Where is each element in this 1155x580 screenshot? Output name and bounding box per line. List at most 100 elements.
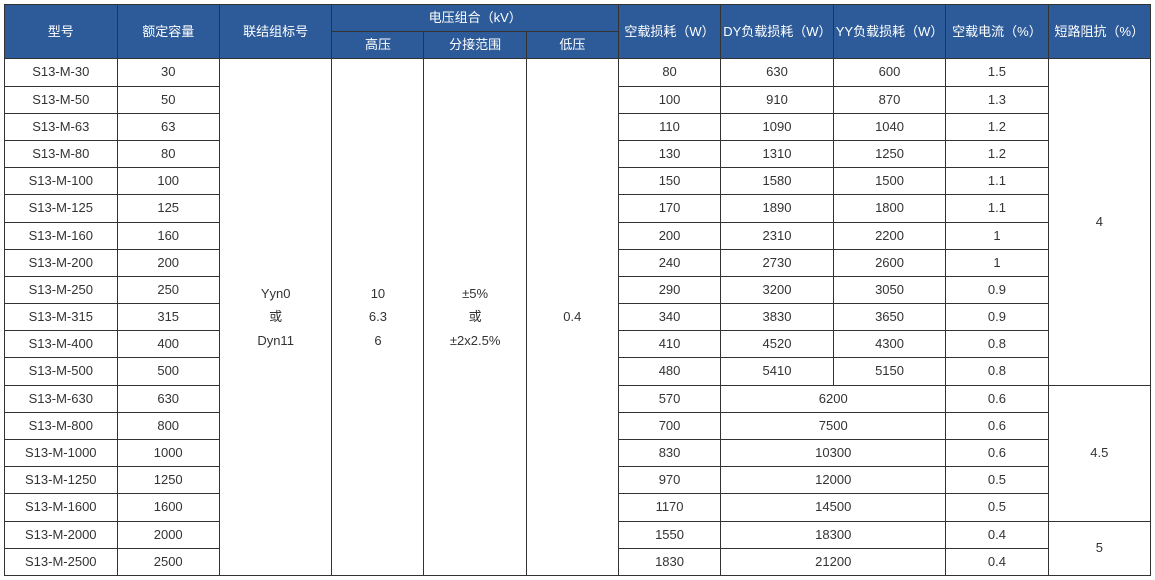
cell-no-load-loss: 1170	[618, 494, 720, 521]
cell-impedance: 4.5	[1048, 385, 1150, 521]
cell-model: S13-M-63	[5, 113, 118, 140]
cell-capacity: 200	[117, 249, 219, 276]
cell-no-load-current: 0.6	[946, 412, 1048, 439]
cell-no-load-current: 1	[946, 249, 1048, 276]
cell-model: S13-M-1000	[5, 440, 118, 467]
th-dy-load-loss: DY负载损耗（W）	[721, 5, 834, 59]
cell-no-load-loss: 80	[618, 59, 720, 86]
cell-no-load-loss: 240	[618, 249, 720, 276]
cell-model: S13-M-250	[5, 276, 118, 303]
cell-no-load-current: 0.9	[946, 276, 1048, 303]
cell-model: S13-M-160	[5, 222, 118, 249]
cell-model: S13-M-1250	[5, 467, 118, 494]
cell-yy-load-loss: 3650	[833, 304, 946, 331]
cell-capacity: 50	[117, 86, 219, 113]
cell-no-load-loss: 150	[618, 168, 720, 195]
cell-no-load-current: 0.4	[946, 548, 1048, 575]
cell-capacity: 1000	[117, 440, 219, 467]
cell-yy-load-loss: 3050	[833, 276, 946, 303]
cell-load-loss: 6200	[721, 385, 946, 412]
cell-yy-load-loss: 4300	[833, 331, 946, 358]
cell-no-load-current: 0.8	[946, 331, 1048, 358]
cell-capacity: 800	[117, 412, 219, 439]
cell-no-load-loss: 130	[618, 140, 720, 167]
th-connection: 联结组标号	[219, 5, 332, 59]
cell-capacity: 30	[117, 59, 219, 86]
cell-no-load-current: 0.4	[946, 521, 1048, 548]
cell-no-load-loss: 830	[618, 440, 720, 467]
cell-load-loss: 18300	[721, 521, 946, 548]
cell-model: S13-M-50	[5, 86, 118, 113]
cell-no-load-loss: 700	[618, 412, 720, 439]
cell-load-loss: 7500	[721, 412, 946, 439]
cell-lv: 0.4	[526, 59, 618, 576]
cell-model: S13-M-400	[5, 331, 118, 358]
cell-capacity: 2500	[117, 548, 219, 575]
cell-no-load-current: 1.5	[946, 59, 1048, 86]
cell-dy-load-loss: 2730	[721, 249, 834, 276]
cell-yy-load-loss: 1250	[833, 140, 946, 167]
cell-dy-load-loss: 1090	[721, 113, 834, 140]
cell-no-load-loss: 100	[618, 86, 720, 113]
th-lv: 低压	[526, 32, 618, 59]
cell-yy-load-loss: 1800	[833, 195, 946, 222]
cell-capacity: 160	[117, 222, 219, 249]
cell-no-load-current: 0.6	[946, 440, 1048, 467]
cell-dy-load-loss: 1890	[721, 195, 834, 222]
cell-capacity: 500	[117, 358, 219, 385]
cell-no-load-current: 1.2	[946, 140, 1048, 167]
cell-capacity: 400	[117, 331, 219, 358]
cell-yy-load-loss: 1500	[833, 168, 946, 195]
cell-model: S13-M-100	[5, 168, 118, 195]
cell-no-load-loss: 1550	[618, 521, 720, 548]
cell-no-load-current: 1.1	[946, 168, 1048, 195]
cell-no-load-loss: 110	[618, 113, 720, 140]
cell-no-load-loss: 200	[618, 222, 720, 249]
cell-no-load-current: 0.5	[946, 494, 1048, 521]
cell-no-load-loss: 170	[618, 195, 720, 222]
cell-no-load-loss: 480	[618, 358, 720, 385]
cell-no-load-current: 1.2	[946, 113, 1048, 140]
cell-capacity: 100	[117, 168, 219, 195]
cell-connection: Yyn0或Dyn11	[219, 59, 332, 576]
th-voltage-group: 电压组合（kV）	[332, 5, 618, 32]
cell-dy-load-loss: 4520	[721, 331, 834, 358]
cell-no-load-current: 0.8	[946, 358, 1048, 385]
cell-tap: ±5%或±2x2.5%	[424, 59, 526, 576]
cell-capacity: 250	[117, 276, 219, 303]
cell-dy-load-loss: 630	[721, 59, 834, 86]
th-hv: 高压	[332, 32, 424, 59]
cell-impedance: 4	[1048, 59, 1150, 385]
cell-model: S13-M-800	[5, 412, 118, 439]
cell-load-loss: 10300	[721, 440, 946, 467]
cell-load-loss: 21200	[721, 548, 946, 575]
cell-no-load-current: 1	[946, 222, 1048, 249]
cell-dy-load-loss: 1310	[721, 140, 834, 167]
cell-capacity: 125	[117, 195, 219, 222]
cell-dy-load-loss: 5410	[721, 358, 834, 385]
cell-no-load-loss: 1830	[618, 548, 720, 575]
th-model: 型号	[5, 5, 118, 59]
th-impedance: 短路阻抗（%）	[1048, 5, 1150, 59]
cell-capacity: 63	[117, 113, 219, 140]
cell-capacity: 80	[117, 140, 219, 167]
cell-model: S13-M-30	[5, 59, 118, 86]
cell-no-load-current: 0.9	[946, 304, 1048, 331]
cell-yy-load-loss: 600	[833, 59, 946, 86]
cell-model: S13-M-630	[5, 385, 118, 412]
cell-capacity: 630	[117, 385, 219, 412]
cell-model: S13-M-2500	[5, 548, 118, 575]
cell-capacity: 2000	[117, 521, 219, 548]
cell-hv: 106.36	[332, 59, 424, 576]
cell-no-load-current: 1.3	[946, 86, 1048, 113]
cell-yy-load-loss: 870	[833, 86, 946, 113]
th-rated-capacity: 额定容量	[117, 5, 219, 59]
cell-yy-load-loss: 2200	[833, 222, 946, 249]
cell-dy-load-loss: 2310	[721, 222, 834, 249]
cell-capacity: 1600	[117, 494, 219, 521]
cell-capacity: 1250	[117, 467, 219, 494]
cell-dy-load-loss: 910	[721, 86, 834, 113]
cell-no-load-loss: 290	[618, 276, 720, 303]
cell-model: S13-M-500	[5, 358, 118, 385]
cell-dy-load-loss: 3200	[721, 276, 834, 303]
